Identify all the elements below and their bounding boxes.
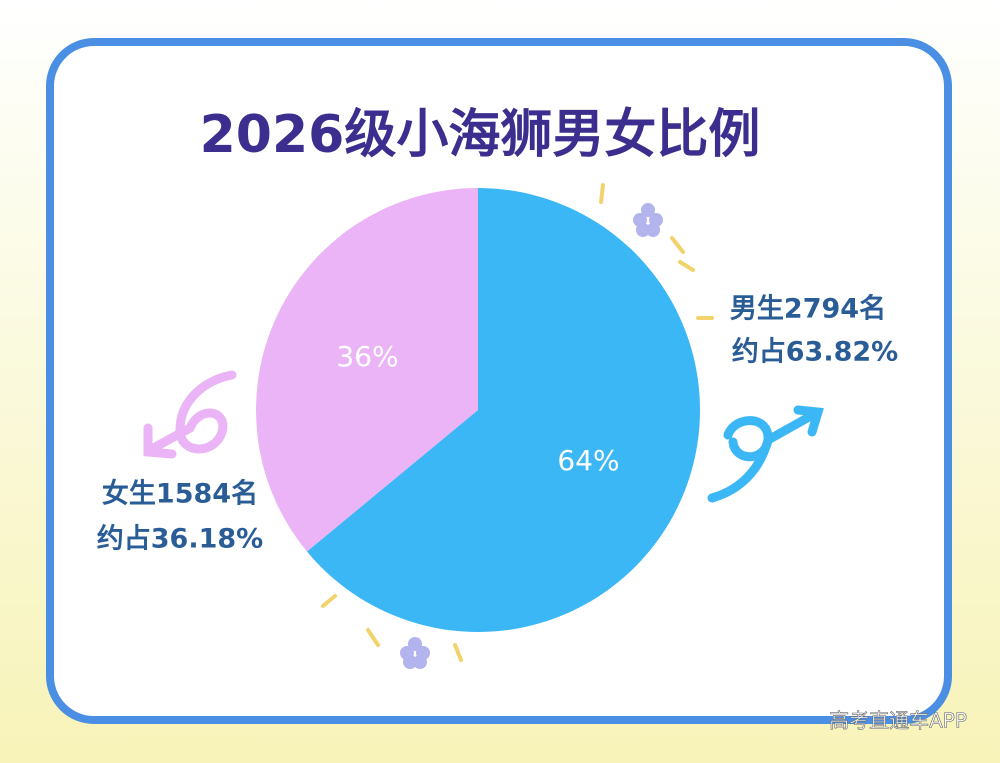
sparkles bbox=[321, 183, 714, 662]
watermark: 高考直通车APP bbox=[829, 709, 967, 733]
annotation: 男生2794名 bbox=[730, 293, 886, 325]
pie: 64% 36% bbox=[255, 188, 700, 632]
chart-title: 2026级小海狮男女比例 bbox=[200, 105, 761, 165]
annotation: 约占63.82% bbox=[732, 337, 898, 368]
pie-slice bbox=[306, 188, 700, 632]
female-symbol bbox=[143, 370, 237, 459]
flower bbox=[400, 203, 663, 669]
male-symbol bbox=[707, 405, 824, 503]
annotation: 女生1584名 bbox=[102, 478, 258, 510]
slice-label: 36% bbox=[336, 340, 398, 373]
annotation: 约占36.18% bbox=[97, 524, 263, 555]
slice-label: 64% bbox=[557, 444, 619, 477]
pie-slice bbox=[255, 188, 478, 552]
